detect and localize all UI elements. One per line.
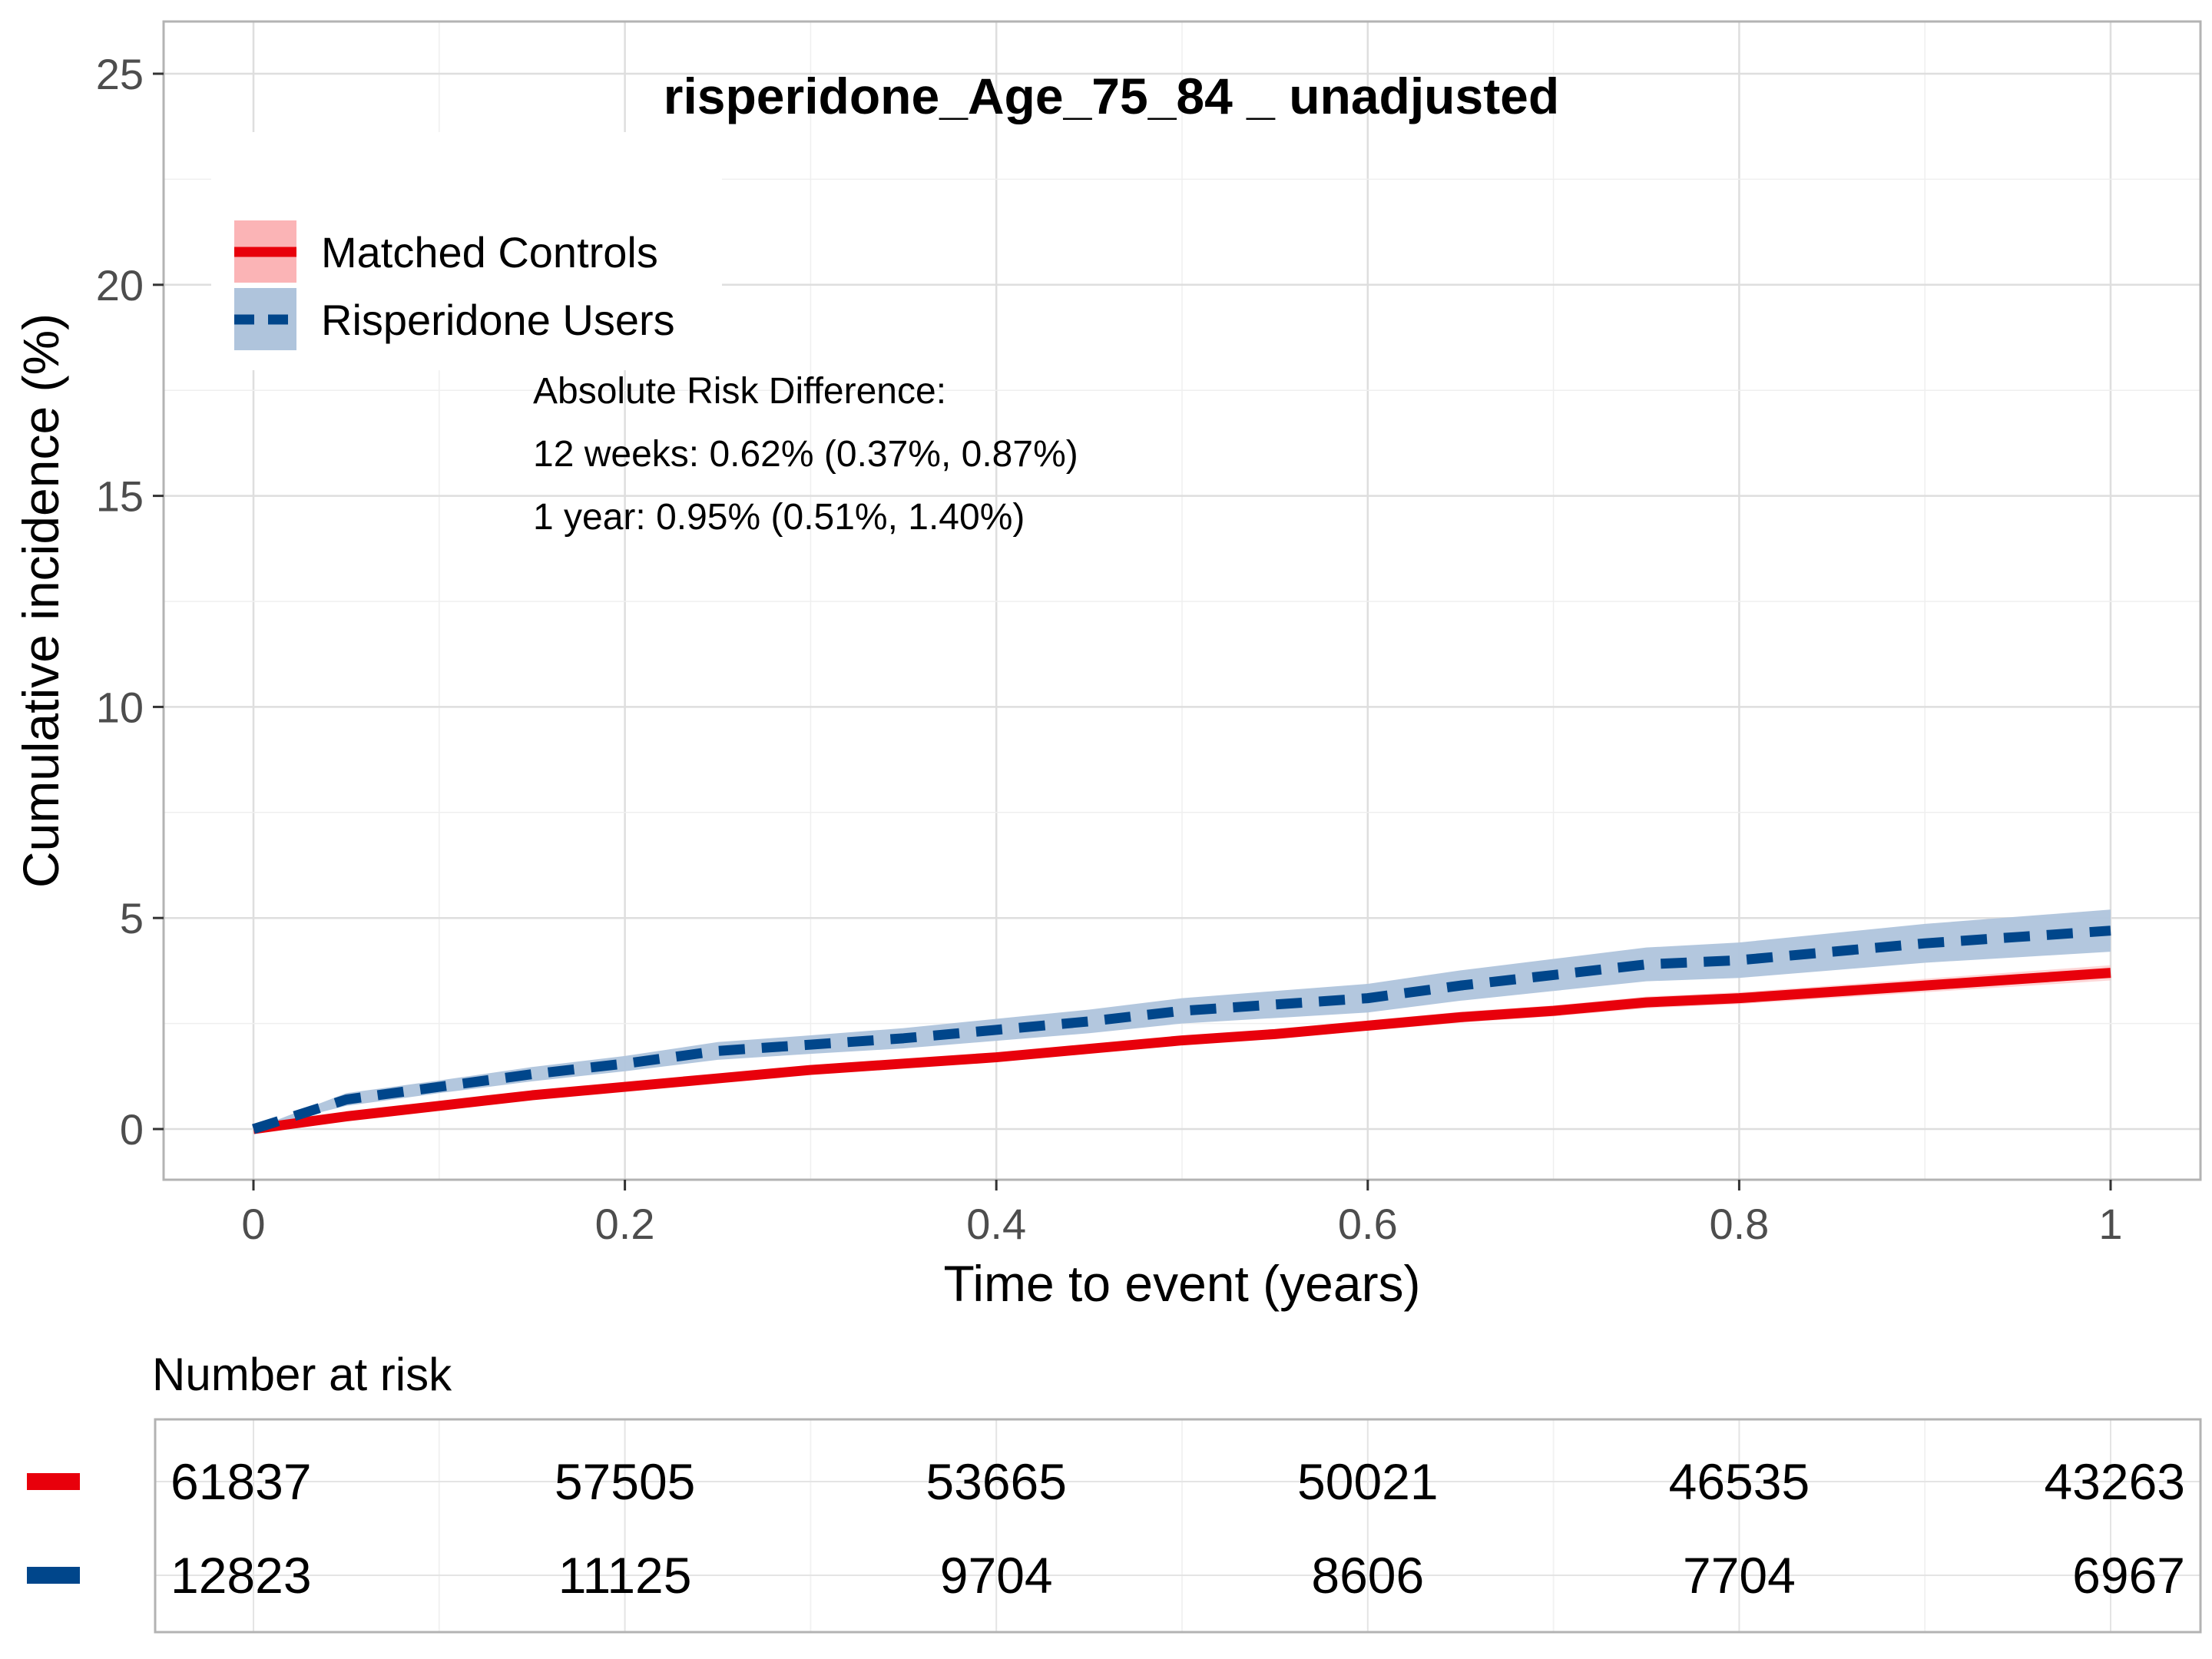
y-tick-label: 0 xyxy=(120,1105,144,1154)
annotation-12-weeks: 12 weeks: 0.62% (0.37%, 0.87%) xyxy=(533,434,1078,475)
y-tick-label: 10 xyxy=(96,683,144,731)
risk-value-matched-controls: 57505 xyxy=(555,1453,696,1510)
x-tick-label: 0.8 xyxy=(1709,1200,1769,1248)
x-tick-label: 0.6 xyxy=(1338,1200,1398,1248)
y-tick-label: 15 xyxy=(96,472,144,521)
risk-table-border xyxy=(154,1418,2202,1634)
legend: Matched Controls Risperidone Users xyxy=(211,132,722,370)
legend-label-matched-controls: Matched Controls xyxy=(321,228,658,276)
risk-value-risperidone-users: 8606 xyxy=(1311,1547,1424,1604)
confidence-band-risperidone-users xyxy=(253,909,2111,1129)
risk-value-risperidone-users: 7704 xyxy=(1683,1547,1796,1604)
risk-value-risperidone-users: 12823 xyxy=(171,1547,312,1604)
risk-value-risperidone-users: 11125 xyxy=(558,1547,692,1604)
y-tick-label: 5 xyxy=(120,894,144,942)
risk-value-matched-controls: 61837 xyxy=(171,1453,312,1510)
legend-label-risperidone-users: Risperidone Users xyxy=(321,296,675,344)
risk-value-matched-controls: 50021 xyxy=(1297,1453,1439,1510)
risk-value-risperidone-users: 6967 xyxy=(2072,1547,2185,1604)
x-axis-title: Time to event (years) xyxy=(943,1255,1420,1312)
y-tick-label: 20 xyxy=(96,261,144,310)
risk-value-risperidone-users: 9704 xyxy=(940,1547,1053,1604)
risk-value-matched-controls: 53665 xyxy=(926,1453,1067,1510)
risk-value-matched-controls: 46535 xyxy=(1669,1453,1810,1510)
legend-item-risperidone-users: Risperidone Users xyxy=(234,288,675,350)
x-tick-label: 0.4 xyxy=(966,1200,1026,1248)
series-line-matched-controls xyxy=(253,968,2111,1134)
x-tick-label: 0.2 xyxy=(595,1200,655,1248)
risk-table-title: Number at risk xyxy=(152,1349,452,1400)
y-axis-title: Cumulative incidence (%) xyxy=(12,313,69,888)
annotation-heading: Absolute Risk Difference: xyxy=(533,371,946,412)
x-tick-label: 0 xyxy=(241,1200,265,1248)
annotation-1-year: 1 year: 0.95% (0.51%, 1.40%) xyxy=(533,497,1025,538)
risk-table-grid xyxy=(155,1419,2200,1632)
series-lines xyxy=(252,926,2111,1134)
risk-value-matched-controls: 43263 xyxy=(2044,1453,2185,1510)
plot-panel-border xyxy=(162,20,2202,1181)
legend-item-matched-controls: Matched Controls xyxy=(234,220,658,283)
risk-table-values: 61837 57505 53665 50021 46535 43263 12823 11125… xyxy=(171,1453,2185,1604)
series-line-risperidone-users xyxy=(252,926,2111,1134)
y-tick-label: 25 xyxy=(96,50,144,98)
x-tick-label: 1 xyxy=(2098,1200,2122,1248)
chart-title: risperidone_Age_75_84 _ unadjusted xyxy=(664,68,1559,124)
risk-difference-annotation: Absolute Risk Difference: 12 weeks: 0.62… xyxy=(533,371,1078,538)
